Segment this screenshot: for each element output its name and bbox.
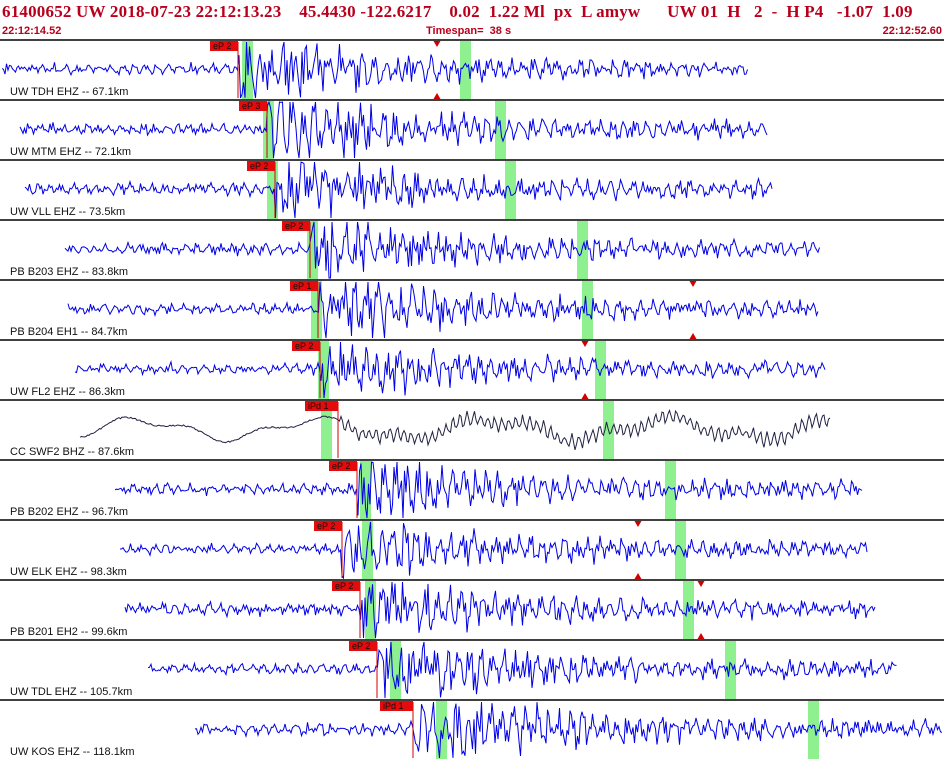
amplitude-window bbox=[577, 221, 588, 279]
amplitude-window bbox=[505, 161, 516, 219]
event-summary: 61400652 UW 2018-07-23 22:12:13.23 45.44… bbox=[2, 2, 913, 21]
amplitude-window bbox=[263, 101, 274, 159]
waveform-trace bbox=[74, 341, 826, 399]
waveform-trace bbox=[1, 41, 748, 99]
station-label: UW KOS EHZ -- 118.1km bbox=[10, 746, 134, 758]
pick-label-box[interactable] bbox=[247, 161, 275, 171]
arrival-marker-up-icon bbox=[433, 93, 441, 99]
amplitude-window bbox=[360, 461, 371, 519]
waveform-trace bbox=[147, 641, 897, 699]
pick-label-box[interactable] bbox=[290, 281, 318, 291]
pick-label-box[interactable] bbox=[332, 581, 360, 591]
station-label: UW TDL EHZ -- 105.7km bbox=[10, 686, 132, 698]
pick-label: iPd 1 bbox=[308, 401, 329, 411]
pick-label: eP 2 bbox=[285, 221, 303, 231]
trace-row[interactable]: iPd 1 UW KOS EHZ -- 118.1km bbox=[0, 699, 944, 759]
amplitude-window bbox=[595, 341, 606, 399]
waveform-trace bbox=[120, 521, 868, 580]
end-time: 22:12:52.60 bbox=[882, 25, 942, 37]
waveform-trace bbox=[24, 161, 773, 219]
arrival-marker-down-icon bbox=[689, 281, 697, 287]
station-label: UW FL2 EHZ -- 86.3km bbox=[10, 386, 125, 398]
trace-row[interactable]: eP 2 UW TDL EHZ -- 105.7km bbox=[0, 639, 944, 699]
amplitude-window bbox=[362, 521, 373, 579]
waveform-trace bbox=[114, 461, 863, 519]
pick-label: eP 3 bbox=[242, 101, 260, 111]
arrival-marker-down-icon bbox=[697, 581, 705, 587]
arrival-marker-up-icon bbox=[697, 633, 705, 639]
trace-row[interactable]: eP 2 PB B203 EHZ -- 83.8km bbox=[0, 219, 944, 279]
pick-label-box[interactable] bbox=[349, 641, 377, 651]
arrival-marker-down-icon bbox=[634, 521, 642, 527]
header-bar: 61400652 UW 2018-07-23 22:12:13.23 45.44… bbox=[0, 0, 944, 40]
amplitude-window bbox=[318, 341, 329, 399]
amplitude-window bbox=[307, 221, 318, 279]
amplitude-window bbox=[725, 641, 736, 699]
station-label: UW ELK EHZ -- 98.3km bbox=[10, 566, 127, 578]
trace-row[interactable]: eP 2 UW VLL EHZ -- 73.5km bbox=[0, 159, 944, 219]
waveform-trace bbox=[67, 281, 819, 339]
pick-label-box[interactable] bbox=[329, 461, 357, 471]
amplitude-window bbox=[436, 701, 447, 759]
start-time: 22:12:14.52 bbox=[2, 25, 62, 37]
pick-label: eP 2 bbox=[335, 581, 353, 591]
trace-row[interactable]: iPd 1 CC SWF2 BHZ -- 87.6km bbox=[0, 399, 944, 459]
station-label: PB B201 EH2 -- 99.6km bbox=[10, 626, 127, 638]
arrival-marker-up-icon bbox=[634, 573, 642, 579]
amplitude-window bbox=[311, 281, 322, 339]
amplitude-window bbox=[675, 521, 686, 579]
arrival-marker-down-icon bbox=[433, 41, 441, 47]
trace-row[interactable]: eP 2 PB B201 EH2 -- 99.6km bbox=[0, 579, 944, 639]
waveform-trace bbox=[194, 701, 943, 759]
pick-label-box[interactable] bbox=[282, 221, 310, 231]
waveform-trace bbox=[79, 409, 831, 451]
amplitude-window bbox=[267, 161, 278, 219]
arrival-marker-down-icon bbox=[581, 341, 589, 347]
trace-row[interactable]: eP 3 UW MTM EHZ -- 72.1km bbox=[0, 99, 944, 159]
pick-label-box[interactable] bbox=[314, 521, 342, 531]
pick-label: eP 2 bbox=[295, 341, 313, 351]
amplitude-window bbox=[460, 41, 471, 99]
station-label: PB B204 EH1 -- 84.7km bbox=[10, 326, 127, 338]
pick-label: eP 2 bbox=[213, 41, 231, 51]
waveform-trace bbox=[19, 100, 768, 159]
trace-row[interactable]: eP 1 PB B204 EH1 -- 84.7km bbox=[0, 279, 944, 339]
trace-row[interactable]: eP 2 UW FL2 EHZ -- 86.3km bbox=[0, 339, 944, 399]
station-label: UW TDH EHZ -- 67.1km bbox=[10, 86, 128, 98]
trace-row[interactable]: eP 2 PB B202 EHZ -- 96.7km bbox=[0, 459, 944, 519]
station-label: UW MTM EHZ -- 72.1km bbox=[10, 146, 131, 158]
amplitude-window bbox=[365, 581, 376, 639]
pick-label: eP 2 bbox=[352, 641, 370, 651]
amplitude-window bbox=[582, 281, 593, 339]
pick-label: eP 2 bbox=[317, 521, 335, 531]
arrival-marker-up-icon bbox=[689, 333, 697, 339]
pick-label: eP 2 bbox=[250, 161, 268, 171]
trace-row[interactable]: eP 2 UW TDH EHZ -- 67.1km bbox=[0, 39, 944, 99]
station-label: PB B202 EHZ -- 96.7km bbox=[10, 506, 128, 518]
timespan-label: Timespan= 38 s bbox=[426, 25, 512, 37]
station-label: UW VLL EHZ -- 73.5km bbox=[10, 206, 125, 218]
pick-label: iPd 1 bbox=[383, 701, 404, 711]
waveform-trace bbox=[124, 581, 876, 639]
amplitude-window bbox=[808, 701, 819, 759]
amplitude-window bbox=[390, 641, 401, 699]
pick-label-box[interactable] bbox=[292, 341, 320, 351]
pick-label: eP 2 bbox=[332, 461, 350, 471]
pick-label-box[interactable] bbox=[380, 701, 413, 711]
pick-label-box[interactable] bbox=[305, 401, 338, 411]
waveform-trace bbox=[64, 221, 820, 279]
amplitude-window bbox=[321, 401, 332, 459]
amplitude-window bbox=[665, 461, 676, 519]
station-label: PB B203 EHZ -- 83.8km bbox=[10, 266, 128, 278]
arrival-marker-up-icon bbox=[581, 393, 589, 399]
station-label: CC SWF2 BHZ -- 87.6km bbox=[10, 446, 134, 458]
trace-row[interactable]: eP 2 UW ELK EHZ -- 98.3km bbox=[0, 519, 944, 580]
pick-label-box[interactable] bbox=[210, 41, 238, 51]
pick-label: eP 1 bbox=[293, 281, 311, 291]
pick-label-box[interactable] bbox=[239, 101, 267, 111]
